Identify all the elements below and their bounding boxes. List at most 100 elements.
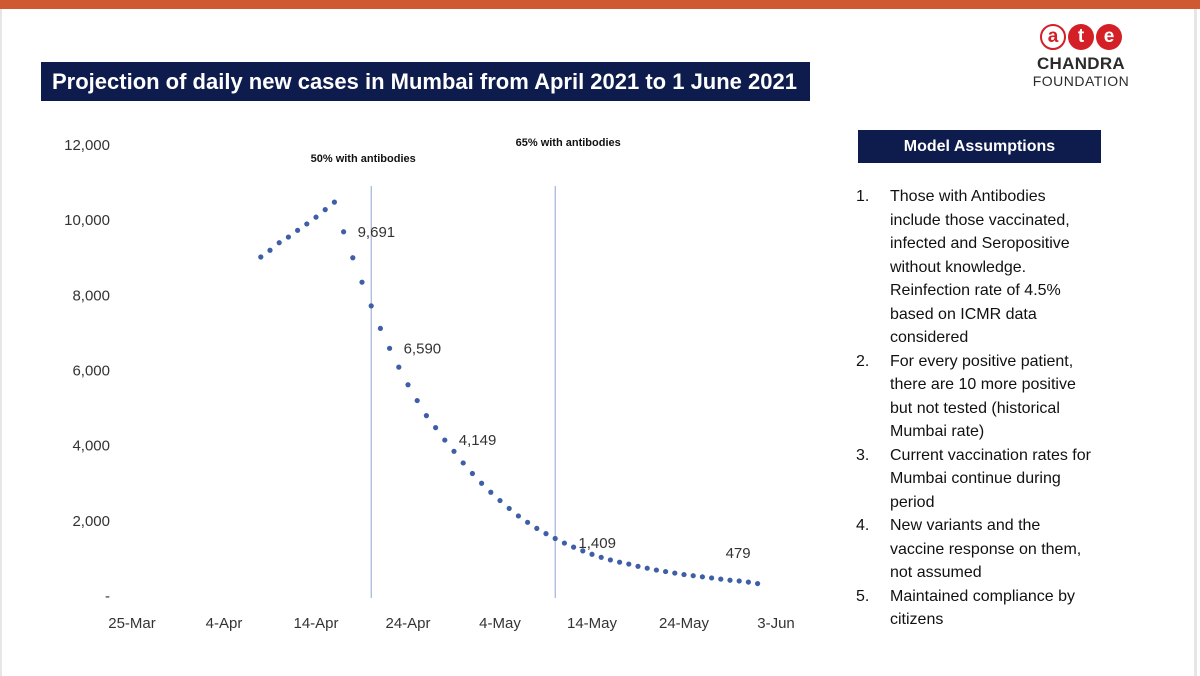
assumption-line: Those with Antibodies	[890, 188, 1046, 205]
data-point	[617, 559, 623, 565]
data-point	[396, 364, 402, 370]
x-tick-label: 14-Apr	[293, 615, 338, 632]
data-point	[414, 397, 420, 404]
data-point	[377, 325, 383, 332]
y-tick-label: 10,000	[64, 212, 110, 229]
data-point	[488, 489, 494, 495]
data-point	[322, 207, 328, 213]
data-point	[690, 573, 696, 579]
data-point	[525, 519, 531, 525]
antibody-threshold-label: 50% with antibodies	[311, 153, 416, 165]
assumption-line: there are 10 more positive	[890, 376, 1076, 393]
assumption-line: considered	[890, 329, 969, 346]
x-tick-label: 24-May	[659, 615, 710, 632]
assumption-item-3: 3. Current vaccination rates for Mumbai co…	[856, 444, 1146, 515]
logo-letter-t: t	[1068, 24, 1094, 50]
data-point	[460, 460, 466, 466]
data-point	[405, 382, 411, 388]
top-accent-bar	[0, 0, 1200, 9]
assumption-line: citizens	[890, 611, 944, 628]
data-point	[644, 565, 650, 571]
y-tick-label: 4,000	[72, 438, 110, 455]
data-point	[267, 247, 273, 253]
assumption-item-2: 2. For every positive patient, there are 1…	[856, 350, 1146, 444]
assumption-number: 5.	[856, 587, 870, 605]
y-tick-label: 2,000	[72, 513, 110, 530]
data-point	[561, 540, 568, 546]
x-tick-label: 24-Apr	[385, 615, 430, 632]
data-point	[589, 551, 595, 557]
assumption-line: Reinfection rate of 4.5%	[890, 282, 1061, 299]
data-point	[350, 255, 356, 261]
x-tick-label: 25-Mar	[108, 615, 156, 632]
chandra-foundation-logo: a t e CHANDRA FOUNDATION	[1026, 24, 1136, 100]
assumption-line: infected and Seropositive	[890, 235, 1070, 252]
data-point	[368, 303, 374, 309]
data-point	[755, 580, 761, 587]
data-point	[506, 505, 512, 512]
data-point	[497, 497, 503, 504]
data-point	[727, 577, 733, 583]
data-point	[607, 557, 614, 563]
data-point	[276, 240, 282, 246]
data-point	[295, 227, 301, 233]
data-point	[442, 437, 448, 443]
slide-title: Projection of daily new cases in Mumbai …	[41, 62, 810, 101]
logo-subtitle: FOUNDATION	[1032, 73, 1130, 89]
assumption-line: Mumbai rate)	[890, 423, 985, 440]
data-point	[699, 574, 706, 580]
assumption-line: New variants and the	[890, 517, 1041, 534]
data-point	[552, 535, 558, 542]
data-point	[331, 199, 337, 205]
assumption-line: not assumed	[890, 564, 982, 581]
data-point	[469, 470, 475, 477]
data-point	[479, 480, 485, 486]
assumption-line: but not tested (historical	[890, 399, 1060, 417]
data-point	[635, 563, 641, 569]
assumption-line: without knowledge.	[890, 258, 1027, 276]
data-point	[663, 568, 669, 575]
assumption-line: include those vaccinated,	[890, 211, 1070, 229]
assumption-item-1: 1. Those with Antibodies include those vac…	[856, 185, 1146, 350]
data-point	[285, 234, 291, 240]
x-tick-label: 3-Jun	[757, 615, 795, 632]
y-tick-label: 6,000	[72, 363, 110, 380]
data-point	[745, 579, 752, 585]
assumption-line: based on ICMR data	[890, 305, 1037, 323]
assumption-line: period	[890, 493, 935, 511]
assumption-number: 2.	[856, 352, 870, 370]
assumption-item-4: 4. New variants and the vaccine response o…	[856, 514, 1146, 585]
data-point	[718, 576, 724, 582]
data-label: 479	[726, 545, 751, 562]
assumption-item-5: 5. Maintained compliance by citizens	[856, 585, 1146, 632]
data-point	[304, 221, 310, 227]
data-point	[543, 531, 549, 537]
y-tick-label: 12,000	[64, 137, 110, 154]
data-point	[571, 544, 577, 550]
data-point	[313, 214, 319, 220]
data-point	[626, 561, 632, 567]
assumptions-heading: Model Assumptions	[858, 130, 1101, 163]
projection-chart: - 2,000 4,000 6,000 8,000 10,000 12,000 25-Mar 4…	[64, 137, 795, 632]
data-point	[433, 425, 439, 431]
logo-name: CHANDRA	[1036, 54, 1126, 73]
data-point	[515, 513, 522, 519]
assumptions-list: 1. Those with Antibodies include those vac…	[856, 185, 1146, 632]
data-point	[341, 229, 347, 235]
antibody-threshold-label: 65% with antibodies	[516, 137, 621, 149]
data-point	[672, 570, 678, 576]
logo-mark: a t e	[1026, 24, 1136, 50]
data-point	[580, 548, 586, 554]
data-point	[736, 578, 742, 584]
assumption-number: 3.	[856, 446, 870, 464]
data-label: 4,149	[459, 432, 497, 449]
x-tick-label: 14-May	[567, 615, 618, 632]
data-point	[258, 254, 264, 260]
data-label: 6,590	[404, 340, 442, 357]
x-tick-label: 4-Apr	[206, 615, 243, 632]
assumption-line: vaccine response on them,	[890, 540, 1082, 558]
data-label: 9,691	[358, 224, 396, 241]
data-label: 1,409	[578, 535, 616, 552]
data-point	[709, 575, 715, 581]
x-tick-label: 4-May	[479, 615, 521, 632]
